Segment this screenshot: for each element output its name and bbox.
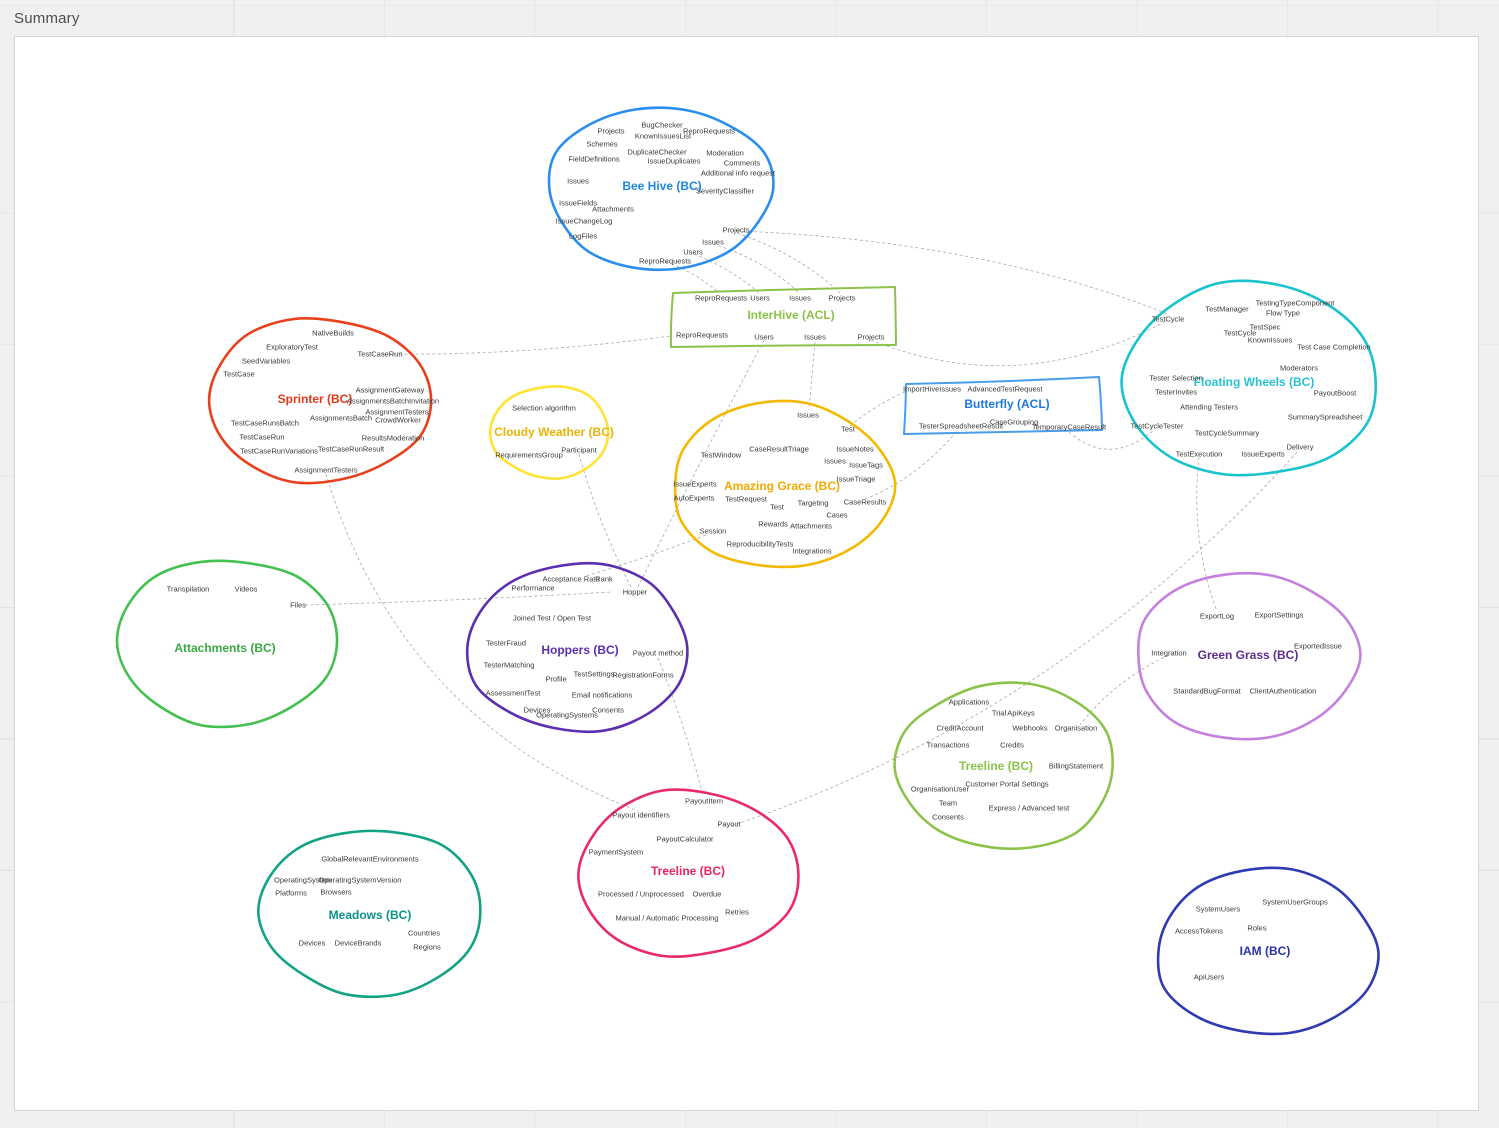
sheet-tab-summary[interactable]: Summary [14, 10, 80, 27]
diagram-canvas[interactable] [14, 36, 1479, 1111]
